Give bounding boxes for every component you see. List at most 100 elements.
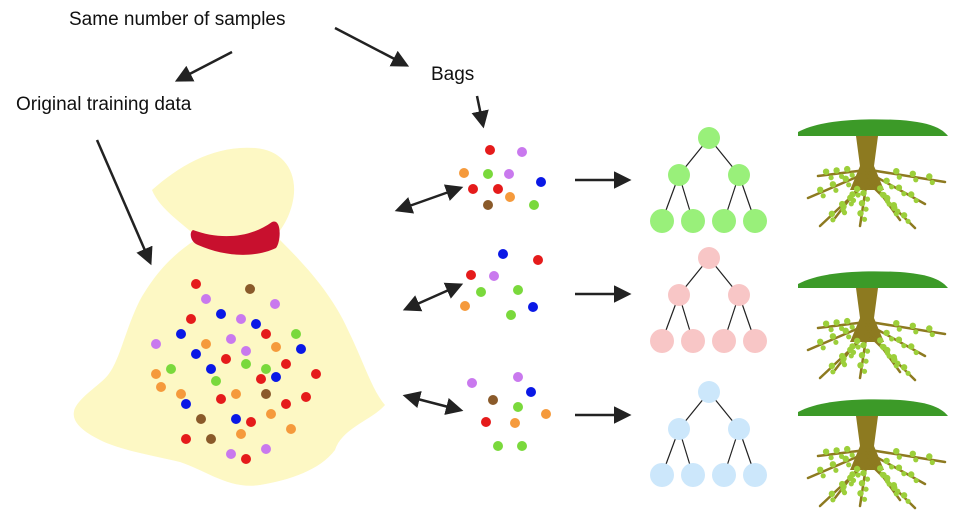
leaf-cluster [839, 480, 846, 488]
leaf-cluster [840, 487, 846, 493]
data-point [216, 309, 226, 319]
leaf-cluster [846, 334, 852, 340]
tree-illustration [798, 399, 948, 510]
tree-leaf-node [712, 329, 736, 353]
leaf-cluster [846, 182, 852, 188]
leaf-cluster [850, 477, 857, 483]
leaf-cluster [849, 471, 856, 478]
leaf-cluster [833, 319, 840, 326]
data-points [151, 145, 551, 464]
leaf-cluster [853, 337, 861, 345]
data-point [186, 314, 196, 324]
leaf-cluster [828, 490, 836, 497]
tree-internal-node [728, 284, 750, 306]
data-point [241, 359, 251, 369]
leaf-cluster [896, 174, 902, 180]
root [806, 323, 868, 352]
tree-leaf-node [650, 209, 674, 233]
data-point [513, 402, 523, 412]
leaf-cluster [864, 476, 871, 482]
data-point [231, 389, 241, 399]
data-point [181, 434, 191, 444]
leaf-cluster [864, 196, 871, 202]
data-point [251, 319, 261, 329]
data-point [246, 417, 256, 427]
leaf-cluster [908, 471, 915, 478]
leaf-cluster [828, 455, 834, 461]
data-point [459, 168, 469, 178]
tree-root-node [698, 381, 720, 403]
tree-illustrations [798, 119, 948, 510]
leaf-cluster [900, 364, 908, 371]
data-point [166, 364, 176, 374]
data-point [176, 329, 186, 339]
leaf-cluster [817, 186, 824, 193]
data-point [485, 145, 495, 155]
leaf-cluster [929, 331, 935, 338]
data-point [513, 285, 523, 295]
root [806, 171, 868, 200]
leaf-cluster [895, 488, 901, 494]
leaf-cluster [820, 473, 826, 479]
leaf-cluster [900, 212, 908, 219]
canopy [798, 119, 948, 136]
leaf-cluster [893, 320, 900, 327]
tree-leaf-node [712, 463, 736, 487]
leaf-cluster [913, 457, 919, 463]
tree-internal-node [728, 418, 750, 440]
leaf-cluster [853, 185, 861, 193]
original-data-label: Original training data [16, 94, 192, 115]
leaf-cluster [893, 168, 900, 175]
leaf-cluster [909, 170, 916, 177]
leaf-cluster [929, 179, 935, 186]
data-point [256, 374, 266, 384]
data-point [467, 378, 477, 388]
leaf-cluster [829, 461, 837, 468]
data-point [481, 417, 491, 427]
data-point [460, 301, 470, 311]
leaf-cluster [833, 339, 839, 345]
data-point [301, 392, 311, 402]
leaf-cluster [842, 327, 849, 334]
leaf-cluster [830, 217, 836, 223]
decision-trees [650, 127, 767, 487]
tree-internal-node [728, 164, 750, 186]
arrow-to-original-data [174, 50, 233, 82]
data-point [181, 399, 191, 409]
tree-leaf-node [650, 329, 674, 353]
leaf-cluster [817, 466, 824, 473]
leaf-cluster [857, 362, 864, 369]
bags-label: Bags [431, 64, 475, 85]
data-point [221, 354, 231, 364]
data-point [206, 364, 216, 374]
data-point [236, 429, 246, 439]
leaf-cluster [844, 445, 851, 453]
data-point [529, 200, 539, 210]
data-point [270, 299, 280, 309]
leaf-cluster [833, 467, 839, 473]
leaf-cluster [844, 165, 851, 173]
data-point [156, 382, 166, 392]
leaf-cluster [901, 191, 907, 197]
double-arrow-bag-3 [402, 391, 464, 415]
data-point [311, 369, 321, 379]
leaf-cluster [909, 322, 916, 329]
root [816, 320, 868, 330]
root [816, 448, 868, 458]
data-point [271, 342, 281, 352]
data-point [286, 424, 296, 434]
leaf-cluster [877, 185, 884, 192]
data-point [236, 314, 246, 324]
arrow-bags-to-sample [471, 95, 489, 129]
leaf-cluster [889, 336, 895, 342]
data-point [206, 434, 216, 444]
leaf-cluster [858, 200, 866, 207]
leaf-cluster [909, 450, 916, 457]
tree-leaf-node [712, 209, 736, 233]
data-point [191, 349, 201, 359]
leaf-cluster [855, 344, 861, 350]
leaf-cluster [855, 472, 861, 478]
leaf-cluster [842, 175, 849, 182]
data-point [261, 364, 271, 374]
leaf-cluster [829, 333, 837, 340]
